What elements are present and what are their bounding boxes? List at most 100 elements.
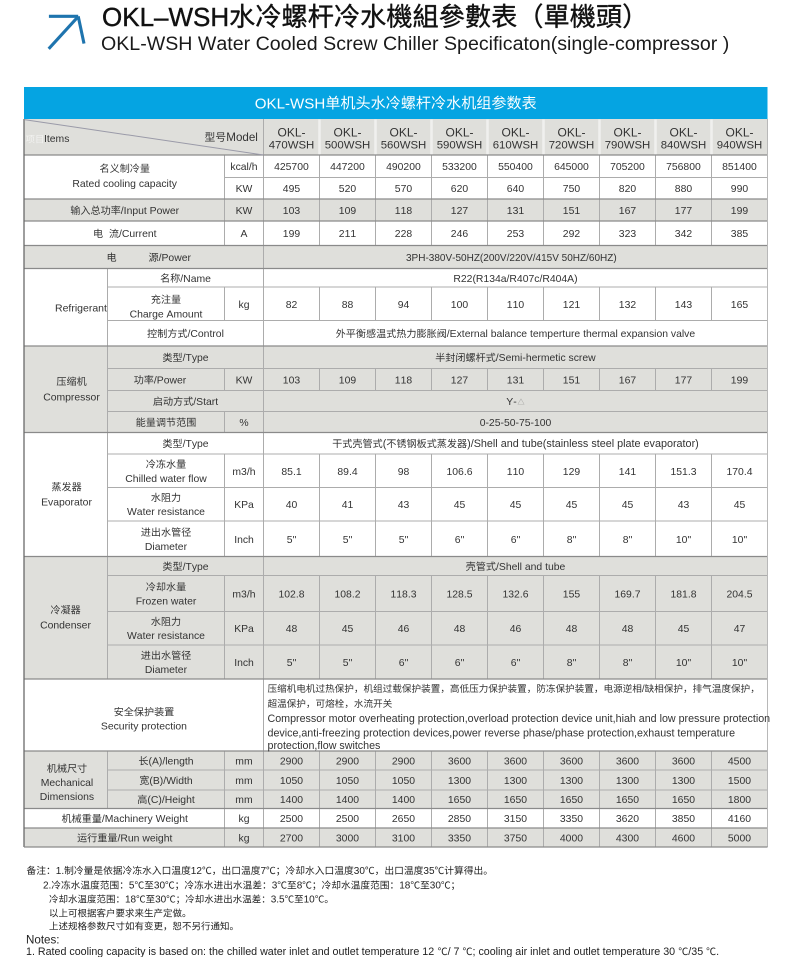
svg-text:790WSH: 790WSH: [605, 140, 651, 152]
svg-text:8": 8": [567, 535, 577, 546]
svg-text:840WSH: 840WSH: [661, 140, 707, 152]
svg-text:Condenser: Condenser: [40, 621, 91, 632]
svg-text:3100: 3100: [392, 834, 415, 845]
svg-text:132.6: 132.6: [503, 590, 529, 601]
svg-text:48: 48: [286, 624, 298, 635]
svg-text:/Run weight: /Run weight: [118, 834, 173, 845]
svg-text:OKL-WSH Water Cooled Screw Chi: OKL-WSH Water Cooled Screw Chiller Speci…: [101, 33, 729, 55]
svg-text:3600: 3600: [560, 757, 583, 768]
svg-text:211: 211: [339, 229, 357, 240]
svg-text:Frozen water: Frozen water: [136, 597, 197, 608]
svg-text:OKL–WSH: OKL–WSH: [102, 2, 229, 32]
svg-text:10": 10": [732, 535, 748, 546]
svg-text:kg: kg: [239, 834, 250, 845]
svg-text:5": 5": [343, 658, 353, 669]
svg-text:OKL-: OKL-: [558, 125, 586, 139]
svg-text:18: 18: [399, 881, 411, 892]
svg-text:Evaporator: Evaporator: [41, 498, 92, 509]
svg-text:Dimensions: Dimensions: [40, 792, 94, 803]
svg-text:2850: 2850: [448, 814, 471, 825]
svg-text:2.: 2.: [43, 881, 51, 892]
svg-text:KPa: KPa: [234, 500, 254, 511]
svg-text:Water resistance: Water resistance: [127, 631, 205, 642]
svg-text:131: 131: [507, 206, 525, 217]
svg-text:Diameter: Diameter: [145, 542, 188, 553]
svg-text:OKL-: OKL-: [278, 125, 306, 139]
svg-text:425700: 425700: [274, 162, 309, 173]
svg-text:167: 167: [619, 206, 637, 217]
svg-text:KW: KW: [236, 184, 253, 195]
svg-text:KPa: KPa: [234, 624, 254, 635]
svg-text:292: 292: [563, 229, 581, 240]
svg-text:132: 132: [619, 300, 637, 311]
svg-text:127: 127: [451, 376, 469, 387]
svg-text:1300: 1300: [448, 776, 471, 787]
svg-text:109: 109: [339, 376, 357, 387]
svg-text:181.8: 181.8: [671, 590, 697, 601]
svg-text:1050: 1050: [336, 776, 359, 787]
svg-text:110: 110: [507, 467, 525, 478]
svg-text:108.2: 108.2: [335, 590, 361, 601]
svg-text:1650: 1650: [616, 795, 639, 806]
svg-text:Refrigerant: Refrigerant: [55, 303, 107, 315]
svg-text:2700: 2700: [280, 834, 303, 845]
svg-text:8: 8: [297, 881, 303, 892]
svg-text:3150: 3150: [504, 814, 527, 825]
svg-text:204.5: 204.5: [727, 590, 753, 601]
svg-text:1300: 1300: [560, 776, 583, 787]
svg-text:1650: 1650: [448, 795, 471, 806]
svg-text:m3/h: m3/h: [232, 467, 255, 478]
svg-text:45: 45: [566, 500, 578, 511]
svg-text:470WSH: 470WSH: [269, 140, 315, 152]
svg-text:OKL-: OKL-: [670, 125, 698, 139]
svg-text:Inch: Inch: [234, 535, 254, 546]
svg-text:177: 177: [675, 206, 693, 217]
svg-text:165: 165: [731, 300, 749, 311]
svg-text:8": 8": [623, 535, 633, 546]
svg-text:85.1: 85.1: [281, 467, 301, 478]
svg-text:4160: 4160: [728, 814, 751, 825]
svg-text:kg: kg: [239, 814, 250, 825]
svg-text:520: 520: [339, 184, 357, 195]
svg-text:500WSH: 500WSH: [325, 140, 371, 152]
svg-text:Model: Model: [226, 131, 258, 144]
svg-text:3350: 3350: [560, 814, 583, 825]
svg-text:; cooling air inlet and outlet: ; cooling air inlet and outlet temperatu…: [473, 946, 676, 957]
svg-text:Y-: Y-: [506, 396, 517, 408]
svg-text:143: 143: [675, 300, 693, 311]
svg-text:45: 45: [454, 500, 466, 511]
svg-text:1650: 1650: [560, 795, 583, 806]
svg-text:151.3: 151.3: [671, 467, 697, 478]
svg-text:OKL-: OKL-: [390, 125, 418, 139]
svg-text:Chilled water flow: Chilled water flow: [125, 474, 207, 485]
svg-text:705200: 705200: [610, 162, 645, 173]
svg-text:645000: 645000: [554, 162, 589, 173]
svg-text:Security protection: Security protection: [101, 722, 187, 733]
svg-text:KW: KW: [236, 206, 253, 217]
svg-text:/Shell and tube: /Shell and tube: [496, 562, 566, 573]
svg-text:)/Shell and tube(stainless ste: )/Shell and tube(stainless steel plate e…: [467, 438, 699, 450]
svg-text:48: 48: [566, 624, 578, 635]
svg-text:45: 45: [510, 500, 522, 511]
svg-text:118: 118: [395, 206, 413, 217]
svg-text:Rated cooling capacity: Rated cooling capacity: [72, 179, 177, 190]
svg-text:5": 5": [287, 658, 297, 669]
svg-text:7: 7: [261, 866, 267, 877]
svg-text:141: 141: [619, 467, 637, 478]
svg-text:253: 253: [507, 229, 525, 240]
svg-text:1300: 1300: [504, 776, 527, 787]
svg-text:/Power: /Power: [159, 253, 192, 264]
svg-text:1. Rated cooling capacity is b: 1. Rated cooling capacity is based on: t…: [26, 946, 434, 957]
svg-text:1300: 1300: [672, 776, 695, 787]
svg-text:6": 6": [455, 535, 465, 546]
svg-text:533200: 533200: [442, 162, 477, 173]
svg-text:495: 495: [283, 184, 301, 195]
svg-text:Water resistance: Water resistance: [127, 507, 205, 518]
svg-text:2900: 2900: [336, 757, 359, 768]
svg-text:118.3: 118.3: [391, 590, 417, 601]
svg-text:94: 94: [398, 300, 410, 311]
svg-text:10: 10: [304, 895, 316, 906]
svg-text:/Control: /Control: [188, 329, 224, 340]
svg-text:2500: 2500: [280, 814, 303, 825]
svg-text:OKL-: OKL-: [502, 125, 530, 139]
